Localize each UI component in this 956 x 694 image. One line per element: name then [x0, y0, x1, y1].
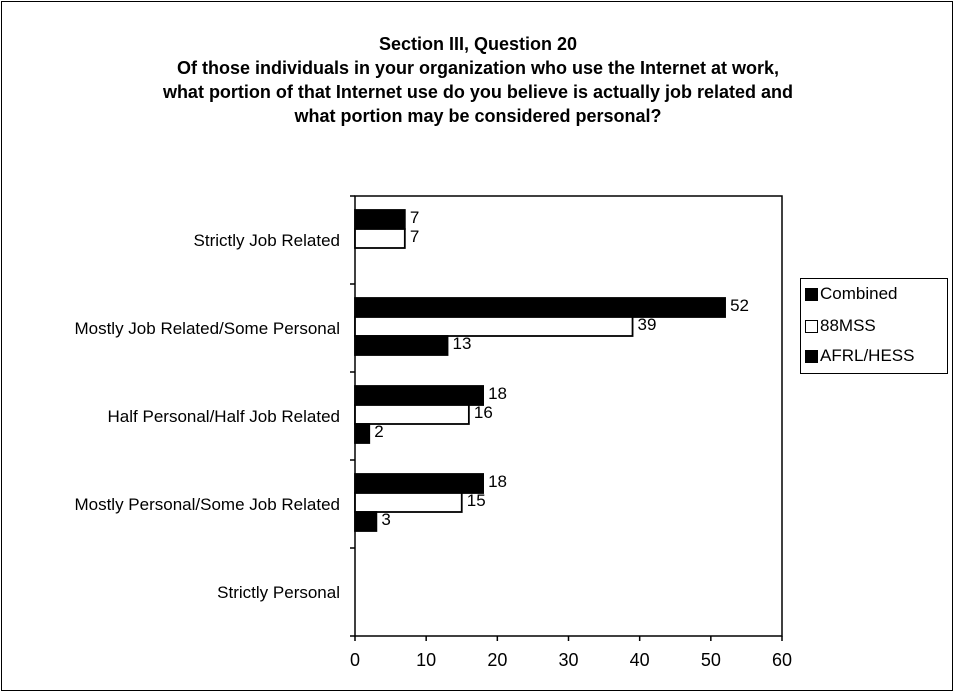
x-tick-label: 40 — [630, 650, 650, 670]
legend-label-afrl-hess: AFRL/HESS — [820, 346, 915, 365]
legend-item-afrl-hess: AFRL/HESS — [805, 345, 914, 367]
legend-item-88mss: 88MSS — [805, 315, 876, 337]
legend-swatch-combined — [805, 287, 818, 301]
chart-title: Section III, Question 20 Of those indivi… — [0, 32, 956, 128]
x-tick-label: 20 — [487, 650, 507, 670]
title-line-3: what portion of that Internet use do you… — [162, 82, 794, 102]
data-label: 13 — [453, 334, 472, 353]
title-line-1: Section III, Question 20 — [378, 34, 578, 54]
x-tick-label: 60 — [772, 650, 792, 670]
legend: Combined 88MSS AFRL/HESS — [800, 278, 948, 374]
bar-combined — [354, 473, 485, 494]
bar-88mss — [354, 316, 634, 337]
category-label: Mostly Personal/Some Job Related — [74, 495, 340, 514]
data-label: 52 — [730, 296, 749, 315]
data-label: 7 — [410, 227, 419, 246]
data-label: 3 — [381, 510, 390, 529]
data-label: 7 — [410, 208, 419, 227]
data-label: 18 — [488, 384, 507, 403]
legend-swatch-88mss — [805, 319, 818, 333]
bar-afrl-hess — [354, 335, 449, 356]
title-line-2: Of those individuals in your organizatio… — [176, 58, 780, 78]
legend-label-combined: Combined — [820, 284, 898, 303]
bar-88mss — [354, 492, 463, 513]
category-label: Mostly Job Related/Some Personal — [74, 319, 340, 338]
x-tick-label: 0 — [350, 650, 360, 670]
bar-afrl-hess — [354, 511, 378, 532]
data-label: 18 — [488, 472, 507, 491]
data-label: 15 — [467, 491, 486, 510]
legend-item-combined: Combined — [805, 283, 898, 305]
bar-combined — [354, 385, 485, 406]
data-label: 39 — [638, 315, 657, 334]
legend-label-88mss: 88MSS — [820, 316, 876, 335]
category-label: Strictly Job Related — [194, 231, 340, 250]
bar-88mss — [354, 228, 406, 249]
bar-combined — [354, 209, 406, 230]
x-tick-label: 50 — [701, 650, 721, 670]
bar-combined — [354, 297, 726, 318]
data-label: 16 — [474, 403, 493, 422]
legend-swatch-afrl-hess — [805, 349, 818, 363]
category-label: Strictly Personal — [217, 583, 340, 602]
category-label: Half Personal/Half Job Related — [108, 407, 340, 426]
data-label: 2 — [374, 422, 383, 441]
x-tick-label: 30 — [558, 650, 578, 670]
x-tick-label: 10 — [416, 650, 436, 670]
title-line-4: what portion may be considered personal? — [294, 106, 662, 126]
bar-88mss — [354, 404, 470, 425]
bar-afrl-hess — [354, 423, 371, 444]
